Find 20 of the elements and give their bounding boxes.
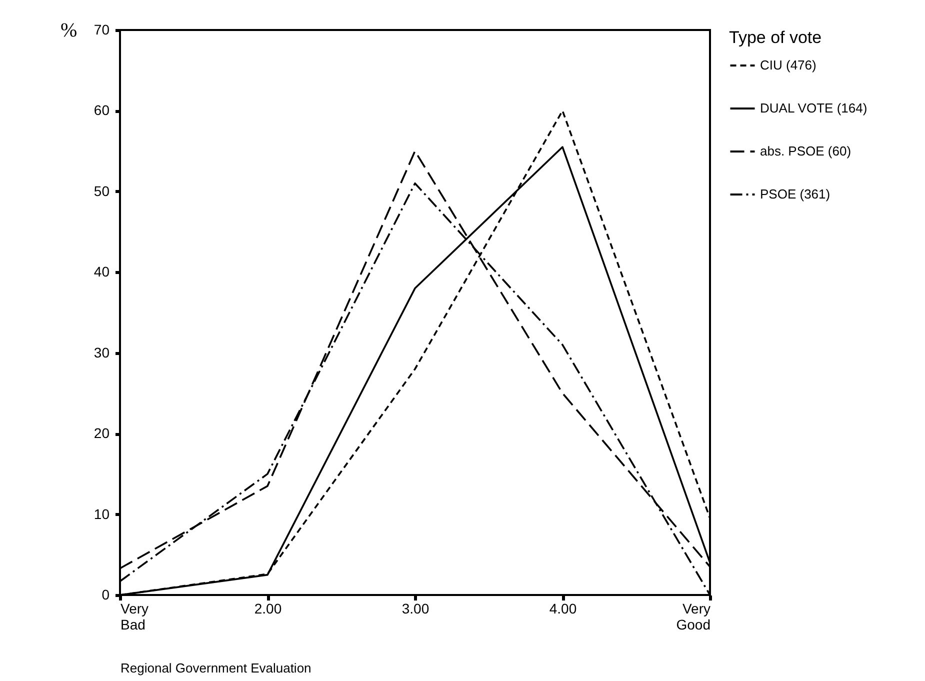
y-tick-label: 30 xyxy=(94,344,110,360)
x-tick-label: 3.00 xyxy=(402,600,430,616)
legend-label: CIU (476) xyxy=(760,58,816,72)
legend-label: PSOE (361) xyxy=(760,186,830,202)
y-tick-label: 0 xyxy=(102,586,110,602)
legend-title: Type of vote xyxy=(729,28,822,47)
x-tick-label: 4.00 xyxy=(549,600,577,616)
y-tick-label: 40 xyxy=(94,264,110,280)
y-tick-label: 70 xyxy=(94,22,110,38)
y-tick-label: 60 xyxy=(94,102,110,118)
legend-label: DUAL VOTE (164) xyxy=(760,100,868,116)
x-tick-label: Very Good xyxy=(676,600,710,632)
legend-label: abs. PSOE (60) xyxy=(760,144,852,158)
y-axis-title: % xyxy=(60,20,78,42)
x-axis-title: Regional Government Evaluation xyxy=(120,660,312,676)
y-tick-label: 50 xyxy=(94,182,110,199)
x-tick-label: Very Bad xyxy=(120,600,149,632)
y-tick-label: 20 xyxy=(94,425,110,442)
y-tick-label: 10 xyxy=(94,506,110,522)
x-tick-label: 2.00 xyxy=(254,600,282,616)
